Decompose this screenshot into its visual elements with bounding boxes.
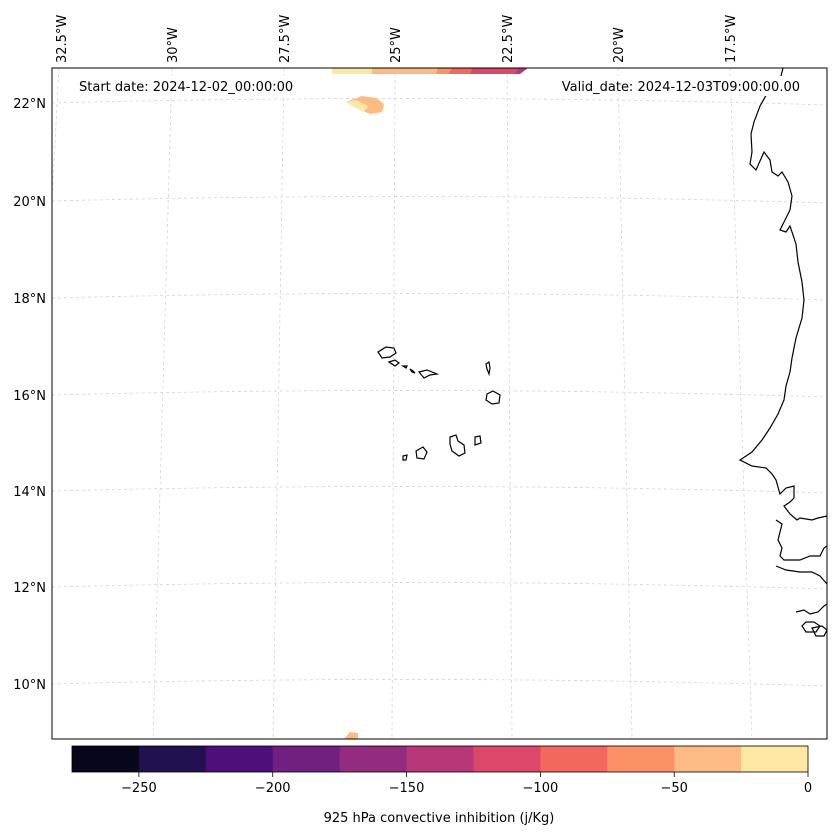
colorbar-cell xyxy=(741,746,809,772)
lon-label: 27.5°W xyxy=(278,15,293,63)
colorbar-tick-label: 0 xyxy=(804,781,812,796)
colorbar-tick-label: −250 xyxy=(121,781,157,796)
colorbar-tick-label: −150 xyxy=(389,781,425,796)
colorbar: −250 −200 −150 −100 −50 0 925 hPa convec… xyxy=(71,745,812,826)
lat-label: 16°N xyxy=(13,389,46,404)
bissagos-islands-b xyxy=(811,625,828,637)
lat-label: 10°N xyxy=(13,678,46,693)
latitude-labels: 22°N 20°N 18°N 16°N 14°N 12°N 10°N xyxy=(13,97,46,693)
lon-label: 17.5°W xyxy=(724,15,739,63)
colorbar-tick-label: −50 xyxy=(660,781,687,796)
lat-label: 14°N xyxy=(13,485,46,500)
gridlines xyxy=(51,67,828,740)
island-sal xyxy=(485,360,491,377)
valid-date-label: Valid_date: 2024-12-03T09:00:00.00 xyxy=(562,80,800,95)
lat-label: 12°N xyxy=(13,581,46,596)
lon-label: 25°W xyxy=(389,27,404,63)
bissagos-islands xyxy=(801,621,821,633)
lon-label: 30°W xyxy=(166,27,181,63)
coastlines xyxy=(377,67,828,637)
colorbar-tick-label: −200 xyxy=(255,781,291,796)
island-santo-antao xyxy=(377,346,397,359)
island-maio xyxy=(474,435,482,446)
map-area xyxy=(51,67,828,740)
map-border xyxy=(51,67,828,740)
colorbar-tick-label: −100 xyxy=(523,781,559,796)
island-santa-luzia xyxy=(401,365,408,369)
africa-coast xyxy=(738,67,828,521)
guinea-bissau-islands xyxy=(795,603,828,615)
colorbar-cell xyxy=(406,746,474,772)
colorbar-cell xyxy=(72,746,140,772)
lon-label: 32.5°W xyxy=(55,15,70,63)
colorbar-ticks xyxy=(138,772,809,777)
colorbar-cell xyxy=(540,746,608,772)
lat-label: 18°N xyxy=(13,292,46,307)
start-date-label: Start date: 2024-12-02_00:00:00 xyxy=(79,80,293,95)
island-santiago xyxy=(449,434,466,457)
island-sao-vicente xyxy=(387,359,400,367)
colorbar-cell xyxy=(272,746,341,772)
colorbar-cell xyxy=(205,746,274,772)
colorbar-cell xyxy=(339,746,408,772)
lon-label: 22.5°W xyxy=(501,15,516,63)
colorbar-cells xyxy=(72,746,809,772)
island-boa-vista xyxy=(485,390,501,405)
colorbar-cell xyxy=(138,746,207,772)
lat-label: 22°N xyxy=(13,97,46,112)
africa-coast-south-b xyxy=(775,565,828,585)
island-fogo xyxy=(415,446,428,460)
island-brava xyxy=(402,454,408,461)
colorbar-cell xyxy=(607,746,675,772)
lat-label: 20°N xyxy=(13,195,46,210)
island-sao-nicolau xyxy=(409,368,416,374)
cin-shading xyxy=(332,68,528,739)
colorbar-label: 925 hPa convective inhibition (j/Kg) xyxy=(324,811,555,826)
island-sao-nicolau-b xyxy=(417,369,440,379)
colorbar-cell xyxy=(674,746,742,772)
colorbar-frame xyxy=(71,745,809,773)
longitude-labels: 32.5°W 30°W 27.5°W 25°W 22.5°W 20°W 17.5… xyxy=(55,15,739,63)
colorbar-cell xyxy=(473,746,541,772)
lon-label: 20°W xyxy=(612,27,627,63)
africa-coast-south xyxy=(775,519,828,561)
